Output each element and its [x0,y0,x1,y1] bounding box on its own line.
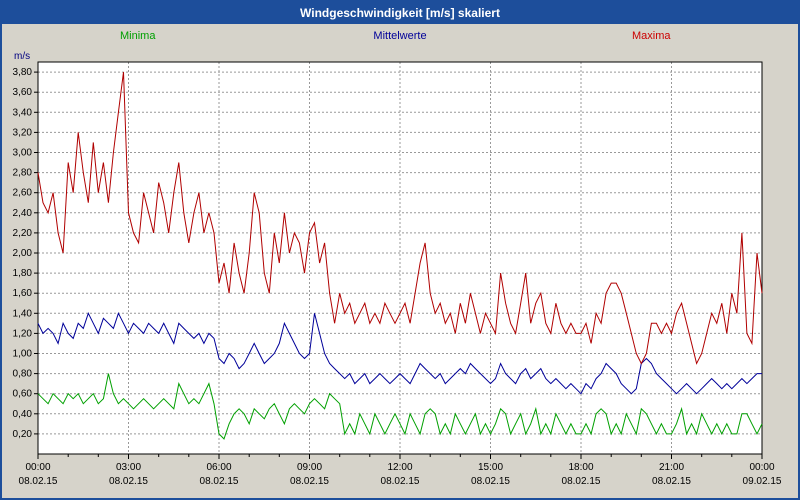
svg-text:3,60: 3,60 [13,87,33,98]
title-bar: Windgeschwindigkeit [m/s] skaliert [2,2,798,24]
page-title: Windgeschwindigkeit [m/s] skaliert [300,6,500,20]
svg-text:12:00: 12:00 [387,462,412,473]
svg-text:1,20: 1,20 [13,328,33,339]
svg-text:3,00: 3,00 [13,148,33,159]
svg-text:1,00: 1,00 [13,349,33,360]
svg-text:08.02.15: 08.02.15 [562,476,601,487]
svg-text:08.02.15: 08.02.15 [109,476,148,487]
svg-text:21:00: 21:00 [659,462,684,473]
legend-item-mittelwerte: Mittelwerte [373,30,427,42]
svg-text:03:00: 03:00 [116,462,141,473]
svg-text:1,40: 1,40 [13,308,33,319]
svg-text:3,40: 3,40 [13,107,33,118]
svg-text:3,80: 3,80 [13,67,33,78]
svg-text:06:00: 06:00 [206,462,231,473]
svg-text:08.02.15: 08.02.15 [19,476,58,487]
svg-text:00:00: 00:00 [25,462,50,473]
svg-text:0,20: 0,20 [13,429,33,440]
svg-text:09:00: 09:00 [297,462,322,473]
svg-text:08.02.15: 08.02.15 [200,476,239,487]
svg-text:2,00: 2,00 [13,248,33,259]
svg-text:18:00: 18:00 [568,462,593,473]
svg-text:08.02.15: 08.02.15 [471,476,510,487]
svg-text:08.02.15: 08.02.15 [381,476,420,487]
svg-text:2,60: 2,60 [13,188,33,199]
svg-text:08.02.15: 08.02.15 [290,476,329,487]
chart-legend: Minima Mittelwerte Maxima [2,24,798,48]
chart-svg: 0,20 0,40 0,60 0,80 1,00 1,20 1,40 1,60 1,80 2,00… [13,51,782,487]
svg-text:15:00: 15:00 [478,462,503,473]
svg-text:1,80: 1,80 [13,268,33,279]
svg-text:0,40: 0,40 [13,409,33,420]
svg-text:1,60: 1,60 [13,288,33,299]
svg-text:m/s: m/s [14,51,30,62]
chart-area: 0,20 0,40 0,60 0,80 1,00 1,20 1,40 1,60 1,80 2,00… [2,48,798,492]
svg-text:3,20: 3,20 [13,127,33,138]
svg-text:2,80: 2,80 [13,168,33,179]
svg-text:00:00: 00:00 [749,462,774,473]
svg-text:0,60: 0,60 [13,389,33,400]
svg-text:08.02.15: 08.02.15 [652,476,691,487]
legend-item-maxima: Maxima [632,30,671,42]
svg-text:2,20: 2,20 [13,228,33,239]
svg-text:09.02.15: 09.02.15 [743,476,782,487]
svg-text:2,40: 2,40 [13,208,33,219]
svg-text:0,80: 0,80 [13,369,33,380]
legend-item-minima: Minima [120,30,156,42]
